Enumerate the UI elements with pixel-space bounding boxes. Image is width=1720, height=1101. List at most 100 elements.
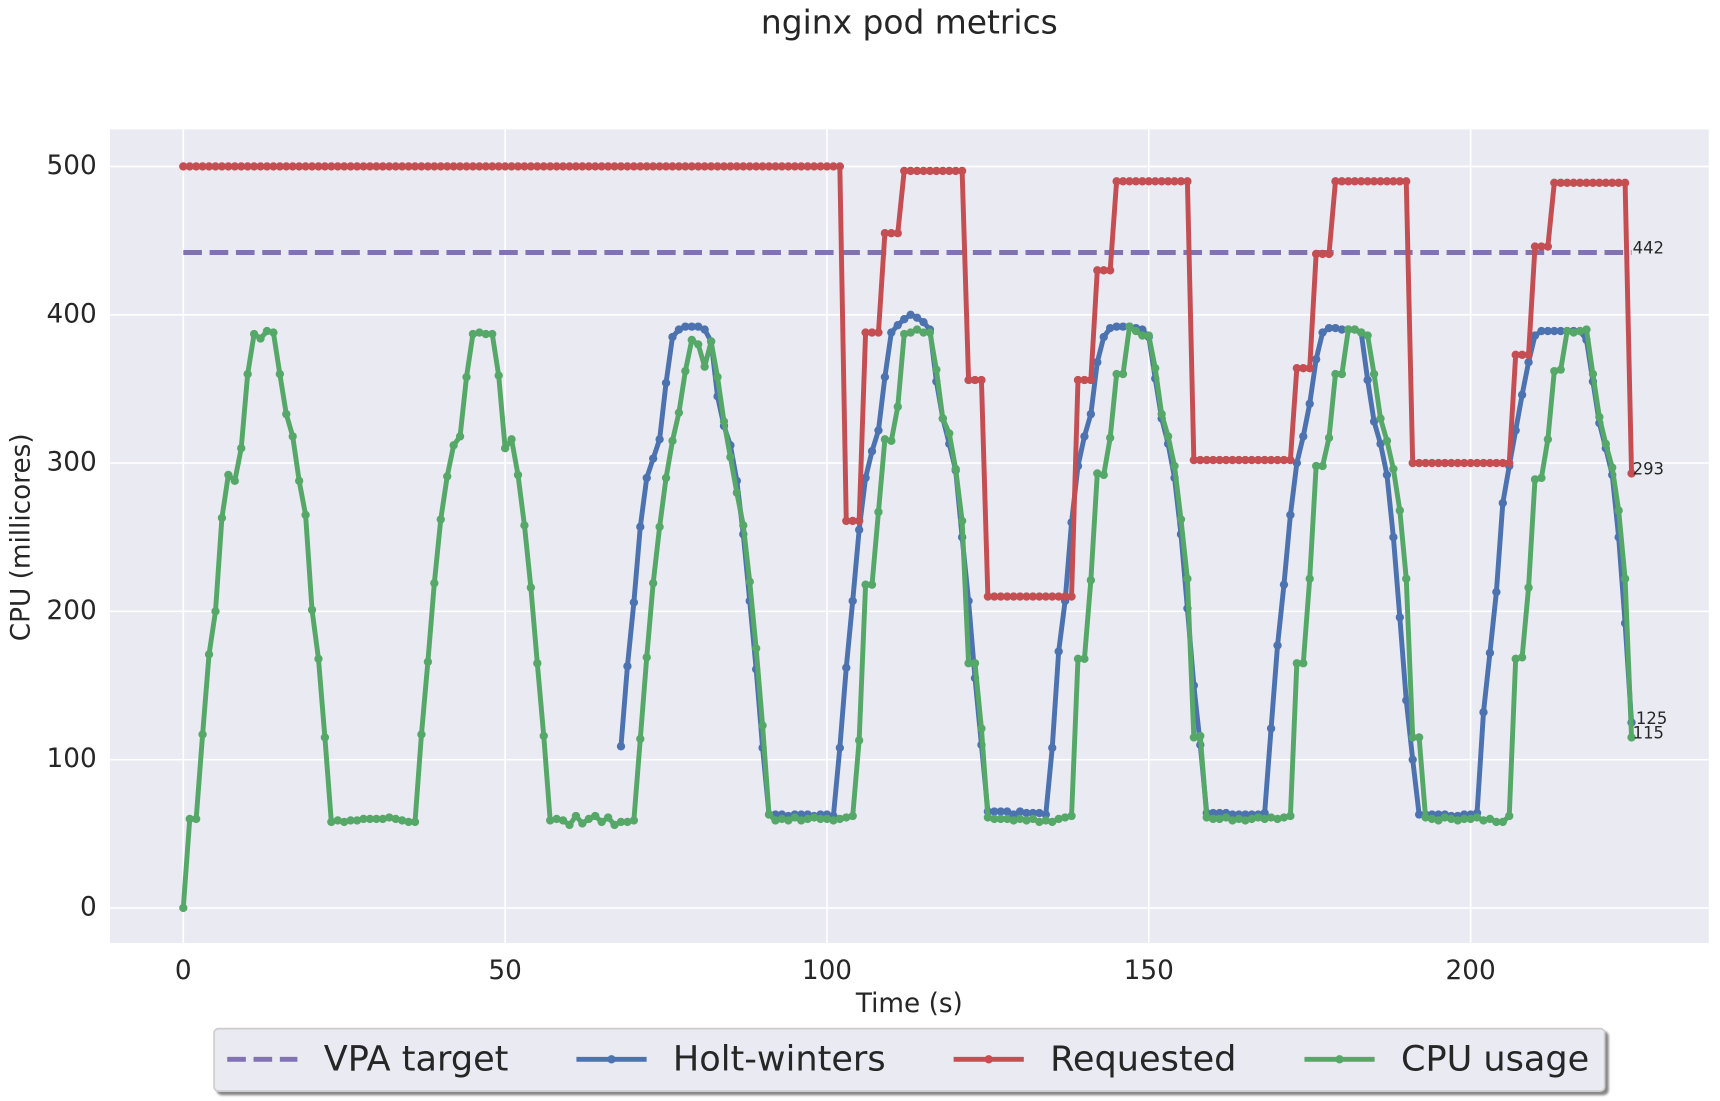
data-point [1318,328,1327,337]
data-point [533,162,542,171]
data-point [1414,810,1424,819]
data-point [1003,807,1012,816]
data-point [243,369,252,379]
data-point [1299,432,1308,441]
data-point [945,429,954,438]
data-point [513,162,523,171]
data-point [385,162,394,171]
data-point [700,325,709,334]
data-point [410,162,420,171]
data-point [204,162,214,171]
data-point [346,162,355,171]
data-point [1015,814,1025,824]
data-point [243,162,252,171]
data-point [1408,733,1417,742]
data-point [1273,814,1282,824]
data-point [230,162,239,171]
data-point [1408,755,1417,764]
data-point [468,162,478,171]
data-point [1472,813,1482,822]
data-point [1093,469,1102,478]
data-point [1221,813,1231,822]
data-point [771,162,780,171]
data-point [764,162,774,171]
data-point [591,162,600,171]
data-point [957,516,967,526]
data-point [282,162,291,171]
legend-marker [984,1055,993,1064]
data-point [1279,455,1289,465]
data-point [932,166,941,176]
data-point [1563,326,1572,336]
data-point [835,814,844,824]
data-point [887,436,896,445]
data-point [983,592,993,601]
data-point [179,903,188,913]
data-point [925,166,935,176]
data-point [1273,641,1282,650]
data-point [192,162,201,171]
data-point [1009,810,1018,819]
data-point [1009,592,1018,601]
data-point [275,162,285,171]
data-point [1505,811,1514,821]
data-point [365,162,375,171]
data-point [1067,592,1076,601]
data-point [275,369,285,379]
data-point [1556,326,1565,336]
data-point [475,328,484,337]
data-point [500,162,510,171]
data-point [1344,325,1353,334]
data-point [1028,808,1038,818]
data-point [1202,455,1211,465]
data-point [661,162,671,171]
data-point [1022,816,1031,825]
data-point [874,328,883,337]
data-point [1254,813,1263,822]
data-point [1106,433,1115,443]
data-point [1492,587,1501,597]
data-point [539,162,548,171]
y-tick-label: 500 [47,151,97,181]
data-point [1466,458,1475,468]
data-point [1588,178,1598,187]
data-point [1389,177,1398,186]
y-tick-label: 100 [47,744,97,774]
data-point [1060,592,1070,601]
data-point [816,814,825,824]
data-point [681,366,690,376]
data-point [1434,458,1443,468]
data-point [1434,816,1443,825]
data-point [262,326,272,336]
data-point [1305,363,1314,373]
data-point [546,162,555,171]
data-point [1260,814,1269,824]
data-point [520,162,529,171]
data-point [397,816,407,825]
data-point [507,435,516,444]
data-point [262,162,272,171]
data-point [1144,177,1153,186]
data-point [1035,817,1044,827]
data-point [449,441,458,450]
data-point [1260,455,1269,465]
data-point [726,162,735,171]
data-point [1305,399,1314,408]
data-point [1125,322,1134,331]
data-point [1575,178,1585,187]
legend-label: Requested [1050,1038,1236,1079]
data-point [629,598,639,607]
data-point [397,162,407,171]
data-point [1363,331,1372,340]
data-point [880,229,890,238]
data-point [1048,817,1057,827]
data-point [970,659,980,668]
data-point [1028,814,1038,824]
data-point [1305,574,1314,583]
data-point [893,229,902,238]
data-point [674,162,684,171]
data-point [1524,350,1533,359]
data-point [1517,390,1527,400]
data-point [977,375,986,385]
data-point [1556,178,1565,187]
